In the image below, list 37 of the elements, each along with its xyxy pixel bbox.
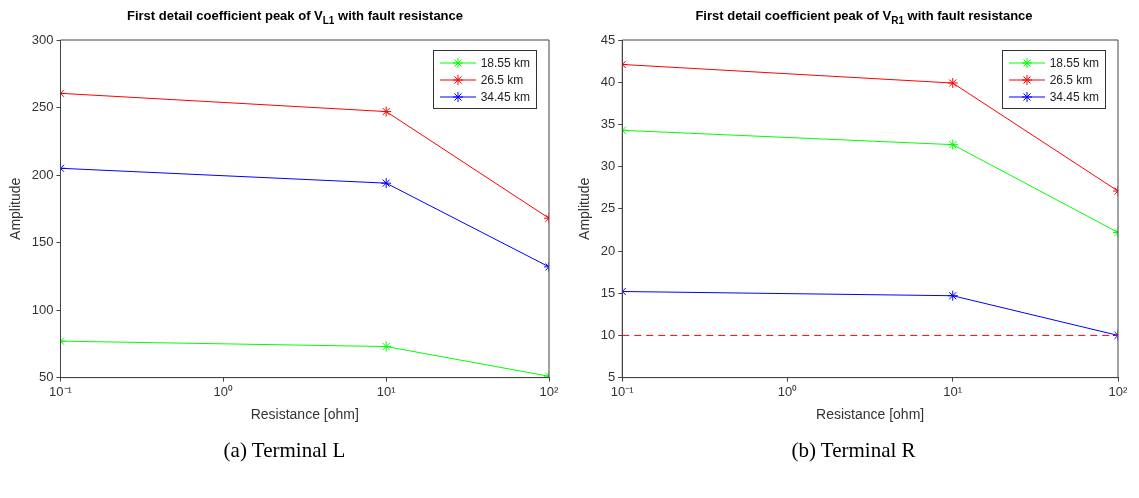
y-tick-label: 40 (600, 73, 616, 89)
y-tick-label: 30 (600, 158, 616, 174)
x-tick-label: 10² (1108, 383, 1129, 399)
y-tick-label: 15 (600, 284, 616, 300)
legend-label: 18.55 km (480, 55, 530, 70)
y-tick-label: 25 (600, 200, 616, 216)
y-tick-label: 35 (600, 115, 616, 131)
chart-title: First detail coefficient peak of V$_{R1}$ with fault resistance (694, 8, 1034, 26)
legend-label: 18.55 km (1049, 55, 1099, 70)
x-axis-title: Resistance [ohm] (250, 406, 359, 423)
x-tick-label: 10⁻¹ (49, 383, 73, 399)
legend-label: 26.5 km (1049, 72, 1093, 87)
y-tick-label: 200 (31, 166, 54, 182)
legend-label: 34.45 km (480, 89, 530, 104)
text: (a) Terminal L (222, 438, 347, 463)
legend-label: 26.5 km (480, 72, 524, 87)
y-axis-title: Amplitude (7, 177, 24, 240)
y-tick-label: 100 (31, 301, 54, 317)
y-tick-label: 150 (31, 234, 54, 250)
y-tick-label: 50 (39, 369, 54, 385)
x-tick-label: 10¹ (376, 383, 397, 399)
y-tick-label: 20 (600, 242, 616, 258)
y-tick-label: 300 (31, 31, 54, 47)
y-tick-label: 10 (600, 326, 616, 342)
x-tick-label: 10⁻¹ (610, 383, 635, 399)
chart-title: First detail coefficient peak of V$_{L1}$ with fault resistance (125, 8, 464, 26)
x-tick-label: 10⁰ (213, 383, 234, 399)
legend-label: 34.45 km (1049, 89, 1099, 104)
x-tick-label: 10² (539, 383, 560, 399)
text: (b) Terminal R (790, 438, 917, 463)
y-axis-title: Amplitude (576, 177, 593, 240)
y-tick-label: 250 (31, 99, 54, 115)
x-axis-title: Resistance [ohm] (816, 406, 925, 423)
x-tick-label: 10⁰ (777, 383, 798, 399)
y-tick-label: 45 (600, 31, 616, 47)
y-tick-label: 5 (608, 369, 616, 385)
x-tick-label: 10¹ (943, 383, 963, 399)
